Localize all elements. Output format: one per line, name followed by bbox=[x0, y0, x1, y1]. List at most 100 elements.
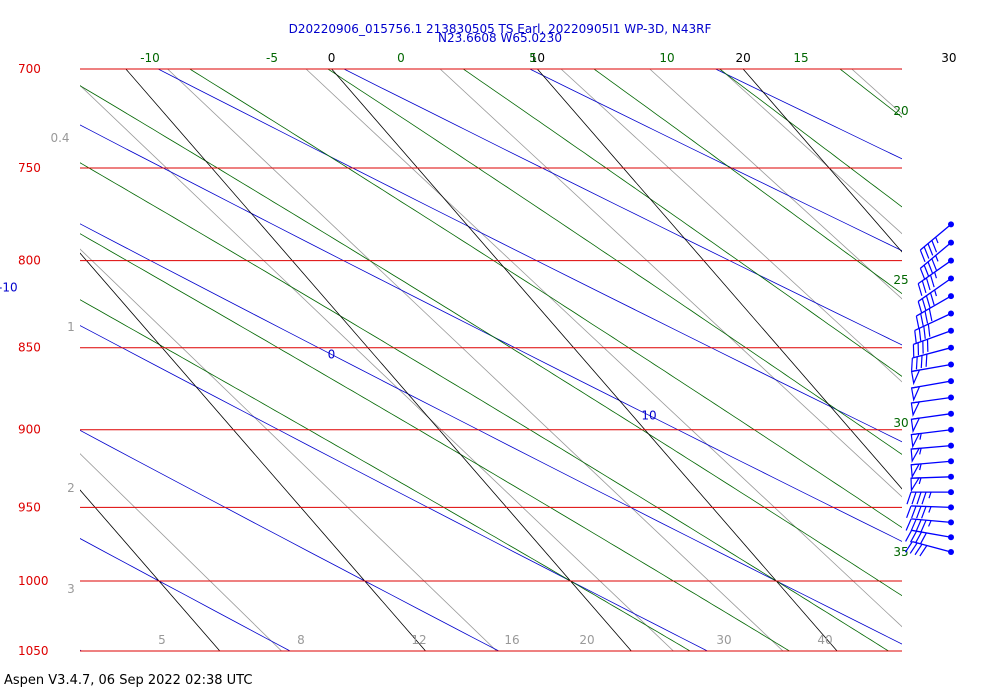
wind-barb bbox=[910, 394, 954, 417]
mixing-ratio-label: 16 bbox=[504, 633, 519, 647]
dry-adiabat-line bbox=[80, 124, 902, 542]
isotherm-line bbox=[0, 69, 14, 651]
wind-barb bbox=[910, 361, 954, 386]
dry-adiabat-line bbox=[529, 69, 902, 252]
wind-barb bbox=[917, 257, 954, 296]
isotherm-line bbox=[80, 489, 221, 651]
mixing-ratio-line bbox=[560, 69, 902, 383]
wind-barb bbox=[906, 489, 954, 505]
pressure-label: 900 bbox=[18, 423, 41, 437]
wind-barb bbox=[919, 239, 954, 281]
dry-adiabat-line bbox=[80, 429, 499, 651]
mixing-ratio-line bbox=[305, 69, 902, 628]
moist-adiabat-line bbox=[80, 85, 902, 597]
wind-barb bbox=[905, 518, 954, 533]
isotherm-line bbox=[537, 69, 902, 490]
pressure-label: 800 bbox=[18, 254, 41, 268]
mixing-ratio-label: 20 bbox=[579, 633, 594, 647]
isotherm-label: 0 bbox=[328, 51, 336, 65]
wind-barb bbox=[915, 293, 954, 329]
dry-adiabat-line bbox=[80, 649, 82, 651]
moist-adiabat-label: 35 bbox=[893, 545, 908, 559]
dry-adiabat-line bbox=[715, 69, 902, 160]
mixing-ratio-label: 40 bbox=[817, 633, 832, 647]
mixing-ratio-line bbox=[80, 453, 282, 651]
mixing-ratio-label: 12 bbox=[411, 633, 426, 647]
footer-text: Aspen V3.4.7, 06 Sep 2022 02:38 UTC bbox=[4, 673, 253, 688]
dry-adiabat-line bbox=[80, 325, 708, 651]
moist-adiabat-label: 0 bbox=[397, 51, 405, 65]
moist-adiabat-label: 20 bbox=[893, 104, 908, 118]
wind-barb bbox=[914, 310, 954, 344]
dry-adiabats bbox=[80, 69, 902, 651]
wind-barb bbox=[912, 327, 954, 358]
moist-adiabat-label: -10 bbox=[140, 51, 160, 65]
mixing-ratio-line bbox=[80, 84, 674, 651]
isotherm-line bbox=[742, 69, 902, 253]
wind-barb bbox=[904, 540, 954, 557]
moist-adiabat-line bbox=[956, 69, 1000, 651]
mixing-ratio-line bbox=[649, 69, 902, 300]
moist-adiabats bbox=[80, 69, 1000, 651]
wind-barb bbox=[911, 344, 954, 371]
moist-adiabat-label: 5 bbox=[529, 51, 537, 65]
sounding-profiles bbox=[923, 224, 1000, 595]
pressure-label: 1000 bbox=[18, 574, 49, 588]
isotherm-line bbox=[125, 69, 632, 651]
isotherm-line bbox=[80, 252, 426, 651]
mixing-ratio-label: 30 bbox=[716, 633, 731, 647]
wind-barb bbox=[917, 275, 954, 314]
wind-barb bbox=[919, 221, 954, 263]
pressure-label: 850 bbox=[18, 341, 41, 355]
moist-adiabat-label: 10 bbox=[659, 51, 674, 65]
dry-adiabat-line bbox=[343, 69, 902, 346]
moist-adiabat-label: 25 bbox=[893, 273, 908, 287]
mixing-ratio-line bbox=[948, 69, 1000, 651]
moist-adiabat-line bbox=[80, 299, 691, 651]
dry-adiabat-label: 0 bbox=[328, 347, 336, 361]
mixing-ratio-lines bbox=[80, 69, 1000, 651]
moist-adiabat-line bbox=[719, 69, 902, 208]
wind-barb bbox=[910, 473, 954, 493]
isotherm-label: 30 bbox=[941, 51, 956, 65]
mixing-ratio-line bbox=[80, 248, 497, 651]
mixing-ratio-line bbox=[851, 69, 902, 115]
dry-adiabat-line bbox=[80, 538, 291, 651]
wind-barbs bbox=[904, 221, 954, 557]
wind-barb bbox=[906, 504, 954, 519]
chart-title: D20220906_015756.1 213830505 TS Earl, 20… bbox=[289, 22, 712, 36]
moist-adiabat-line bbox=[327, 69, 902, 455]
moist-adiabat-line bbox=[463, 69, 902, 377]
pressure-label: 750 bbox=[18, 161, 41, 175]
isotherm-label: 20 bbox=[735, 51, 750, 65]
dry-adiabat-label: -10 bbox=[0, 280, 18, 294]
wind-barb bbox=[910, 458, 954, 479]
isobars bbox=[80, 68, 902, 652]
wind-barb bbox=[910, 426, 954, 449]
dry-adiabat-line bbox=[80, 223, 902, 645]
wind-barb bbox=[905, 529, 954, 545]
isotherm-line bbox=[331, 69, 838, 651]
mixing-ratio-label: 2 bbox=[67, 481, 75, 495]
moist-adiabat-line bbox=[189, 69, 902, 528]
moist-adiabat-label: 30 bbox=[893, 416, 908, 430]
pressure-label: 950 bbox=[18, 500, 41, 514]
dewpoint-profile bbox=[923, 224, 1000, 595]
moist-adiabat-line bbox=[80, 162, 889, 651]
pressure-label: 1050 bbox=[18, 644, 49, 658]
mixing-ratio-label: 8 bbox=[297, 633, 305, 647]
moist-adiabat-line bbox=[80, 233, 790, 651]
mixing-ratio-label: 5 bbox=[158, 633, 166, 647]
moist-adiabat-label: -5 bbox=[266, 51, 278, 65]
axis-labels: 700750800850900950100010500102030-30-20-… bbox=[0, 51, 956, 658]
moist-adiabat-line bbox=[593, 69, 902, 295]
mixing-ratio-label: 0.4 bbox=[50, 131, 69, 145]
dry-adiabat-line bbox=[901, 69, 902, 70]
isotherms bbox=[0, 69, 902, 651]
mixing-ratio-line bbox=[439, 69, 902, 498]
chart-subtitle: N23.6608 W65.0230 bbox=[438, 31, 562, 45]
wind-barb bbox=[910, 410, 954, 434]
mixing-ratio-line bbox=[167, 69, 784, 651]
wind-barb bbox=[910, 442, 954, 464]
